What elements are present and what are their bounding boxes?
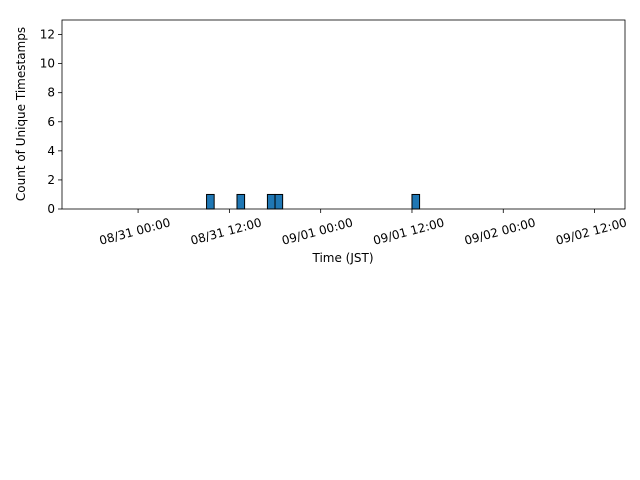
- bar: [274, 193, 284, 210]
- bar: [411, 193, 421, 210]
- y-tick-label: 0: [47, 202, 55, 216]
- plot-frame: [61, 19, 626, 210]
- y-tick-label: 12: [40, 28, 55, 42]
- y-tick-label: 8: [47, 86, 55, 100]
- y-tick-label: 2: [47, 173, 55, 187]
- x-axis-label: Time (JST): [311, 251, 373, 265]
- bar: [206, 193, 215, 210]
- bar: [236, 193, 246, 210]
- y-tick-label: 4: [47, 144, 55, 158]
- y-tick-label: 6: [47, 115, 55, 129]
- y-tick-label: 10: [40, 57, 55, 71]
- bar: [266, 193, 276, 210]
- y-axis-label: Count of Unique Timestamps: [14, 27, 28, 201]
